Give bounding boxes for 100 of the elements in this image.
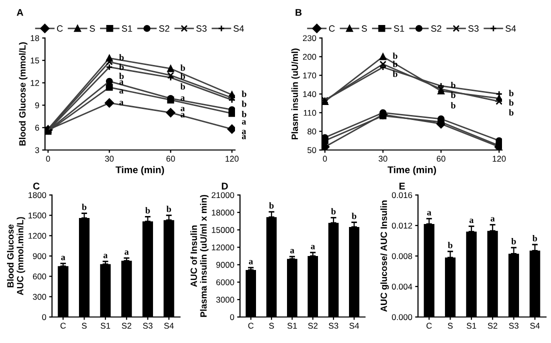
annotation: b [392,52,398,59]
annotation: b [269,202,274,209]
annotation: a [310,244,315,250]
x-tick-label: S1 [466,322,476,329]
chart-title: B [296,9,302,16]
y-tick-label: 1800 [28,192,46,198]
y-tick-label: 50 [308,147,316,154]
x-tick-label: S2 [308,322,318,329]
x-tick-label: S [448,322,453,329]
y-axis-title: Plasm insulin (uU/ml) [291,48,300,140]
y-tick-label: 12000 [212,244,234,250]
annotation: a [124,250,129,255]
y-tick-label: 170 [303,72,316,78]
legend-label: S [362,25,367,32]
x-tick-label: 30 [378,156,388,162]
y-axis-title: AUC of Insulin Plasma insulin (uU/ml x min) [190,194,208,317]
annotation: a [180,106,185,112]
y-tick-label: 140 [303,91,316,98]
legend-label: C [329,25,335,32]
x-tick-label: S2 [488,322,498,329]
x-axis-title: Time (min) [116,166,164,176]
annotation: b [82,204,86,210]
y-tick-label: 6000 [216,279,234,286]
annotation: b [392,70,398,78]
annotation: b [450,92,456,98]
annotation: b [511,238,516,244]
x-tick-label: S [82,322,87,329]
chart-title: C [33,182,40,190]
chart-title: D [222,182,228,190]
x-tick-label: 0 [322,156,327,162]
annotation: a [248,260,253,264]
y-tick-label: 0.012 [392,222,412,229]
annotation: b [508,109,514,116]
annotation: a [290,249,294,254]
x-axis-title: Time (min) [388,166,436,176]
annotation: a [180,113,185,118]
y-tick-label: 80 [308,128,316,134]
annotation: a [61,256,66,260]
y-tick-label: 0.004 [392,284,412,290]
annotation: b [119,72,124,80]
annotation: a [119,80,124,85]
y-tick-label: 0 [42,314,46,320]
annotation: b [145,207,150,214]
annotation: b [180,64,186,71]
annotation: a [242,134,246,140]
annotation: b [180,73,186,80]
y-tick-label: 300 [32,294,46,300]
annotation: b [352,212,356,220]
y-axis-title: Blood Glucose AUC (mmol.min/L) [6,217,26,296]
x-tick-label: 60 [436,156,446,162]
x-tick-label: S1 [287,322,297,329]
annotation: a [180,96,185,101]
legend-label: S2 [159,25,170,32]
y-tick-label: 6 [35,124,40,131]
annotation: b [450,102,456,108]
annotation: b [532,234,538,242]
y-tick-label: 3000 [216,296,234,303]
annotation: b [448,242,452,248]
y-tick-label: 3 [35,147,40,154]
annotation: a [469,218,474,224]
y-tick-label: 600 [32,274,46,280]
legend-label: S4 [234,25,244,32]
y-axis-title: AUC glucose/ AUC Insulin [380,200,389,312]
y-tick-label: 18000 [212,210,234,216]
x-tick-label: C [248,322,254,329]
y-tick-label: 0.000 [392,314,412,320]
annotation: b [331,208,336,214]
annotation: a [427,211,432,216]
legend-label: S3 [468,25,479,32]
y-tick-label: 0.016 [392,192,412,198]
legend-label: S [90,25,95,32]
chart-title: E [399,182,405,190]
y-tick-label: 0 [230,314,234,320]
x-tick-label: S [269,322,274,329]
x-tick-label: S3 [143,322,152,329]
y-tick-label: 200 [302,54,316,60]
y-tick-label: 900 [32,253,46,260]
x-tick-label: 120 [492,156,506,162]
annotation: a [119,100,124,106]
annotation: b [242,110,246,118]
y-tick-label: 18 [30,35,40,42]
y-tick-label: 15 [30,58,40,64]
y-tick-label: 1500 [28,212,46,218]
y-tick-label: 15000 [212,227,234,233]
annotation: a [119,89,124,94]
y-tick-label: 12 [30,80,40,86]
annotation: a [490,217,495,222]
annotation: b [119,54,124,60]
legend-label: S3 [196,25,207,32]
y-tick-label: 9 [35,102,40,108]
annotation: a [242,120,246,125]
annotation: b [166,206,172,212]
x-tick-label: 60 [166,156,175,162]
y-tick-label: 0.008 [392,253,412,260]
annotation: b [508,90,514,96]
y-axis-title: Blood Glucose (mmol/L) [18,42,28,146]
legend-label: S1 [394,25,404,32]
annotation: b [242,100,246,107]
x-tick-label: S4 [349,322,360,329]
x-tick-label: 30 [105,156,114,162]
